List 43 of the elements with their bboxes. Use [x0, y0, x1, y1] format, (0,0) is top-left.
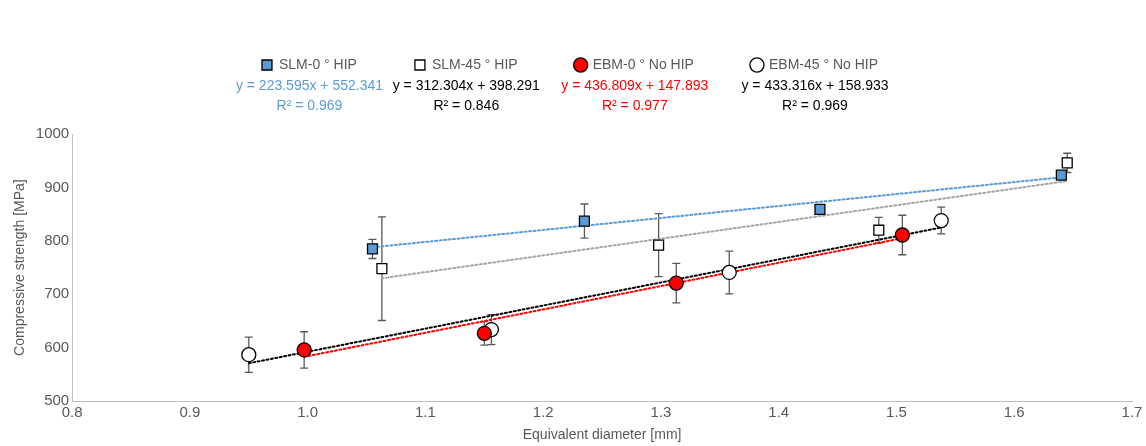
x-tick-label: 1.1 [415, 403, 436, 421]
y-axis-title: Compressive strength [MPa] [11, 179, 28, 356]
y-tick-label: 800 [44, 231, 70, 249]
x-axis-title: Equivalent diameter [mm] [522, 426, 682, 443]
point [721, 264, 737, 281]
x-tick-label: 1.3 [650, 403, 672, 421]
y-tick-label: 700 [44, 284, 70, 302]
point [894, 227, 911, 243]
text: R² = 0.969 [782, 96, 849, 113]
point [653, 239, 665, 251]
text: R² = 0.977 [601, 96, 668, 113]
point [814, 203, 826, 215]
x-tick-label: 1.7 [1121, 403, 1143, 421]
point [366, 243, 379, 255]
text: R² = 0.846 [433, 96, 500, 113]
point [376, 263, 388, 275]
x-tick-label: 1.2 [532, 403, 554, 421]
point [933, 212, 949, 229]
text: y = 433.316x + 158.933 [741, 76, 889, 93]
x-tick-label: 0.9 [179, 403, 201, 421]
legend-label: SLM-0 ° HIP [278, 55, 357, 72]
point [296, 342, 312, 358]
x-tick-label: 1.0 [297, 403, 319, 421]
point [578, 215, 591, 227]
text: y = 312.304x + 398.291 [392, 76, 541, 93]
y-tick-label: 600 [44, 337, 70, 355]
y-tick-label: 900 [44, 177, 70, 195]
legend-label: EBM-45 ° No HIP [768, 55, 879, 72]
point [241, 347, 257, 363]
point [476, 325, 492, 341]
text: y = 223.595x + 552.341 [235, 76, 384, 93]
point [1061, 157, 1073, 169]
x-tick-label: 1.6 [1003, 403, 1025, 421]
point [668, 275, 684, 291]
x-tick-label: 1.5 [886, 403, 907, 421]
y-tick-label: 1000 [35, 124, 70, 142]
point [1055, 169, 1067, 181]
point [873, 224, 885, 236]
text: y = 436.809x + 147.893 [561, 76, 709, 93]
text: R² = 0.969 [276, 96, 343, 113]
legend-label: EBM-0 ° No HIP [592, 55, 694, 72]
legend-label: SLM-45 ° HIP [431, 55, 518, 72]
x-tick-label: 1.4 [768, 403, 790, 421]
